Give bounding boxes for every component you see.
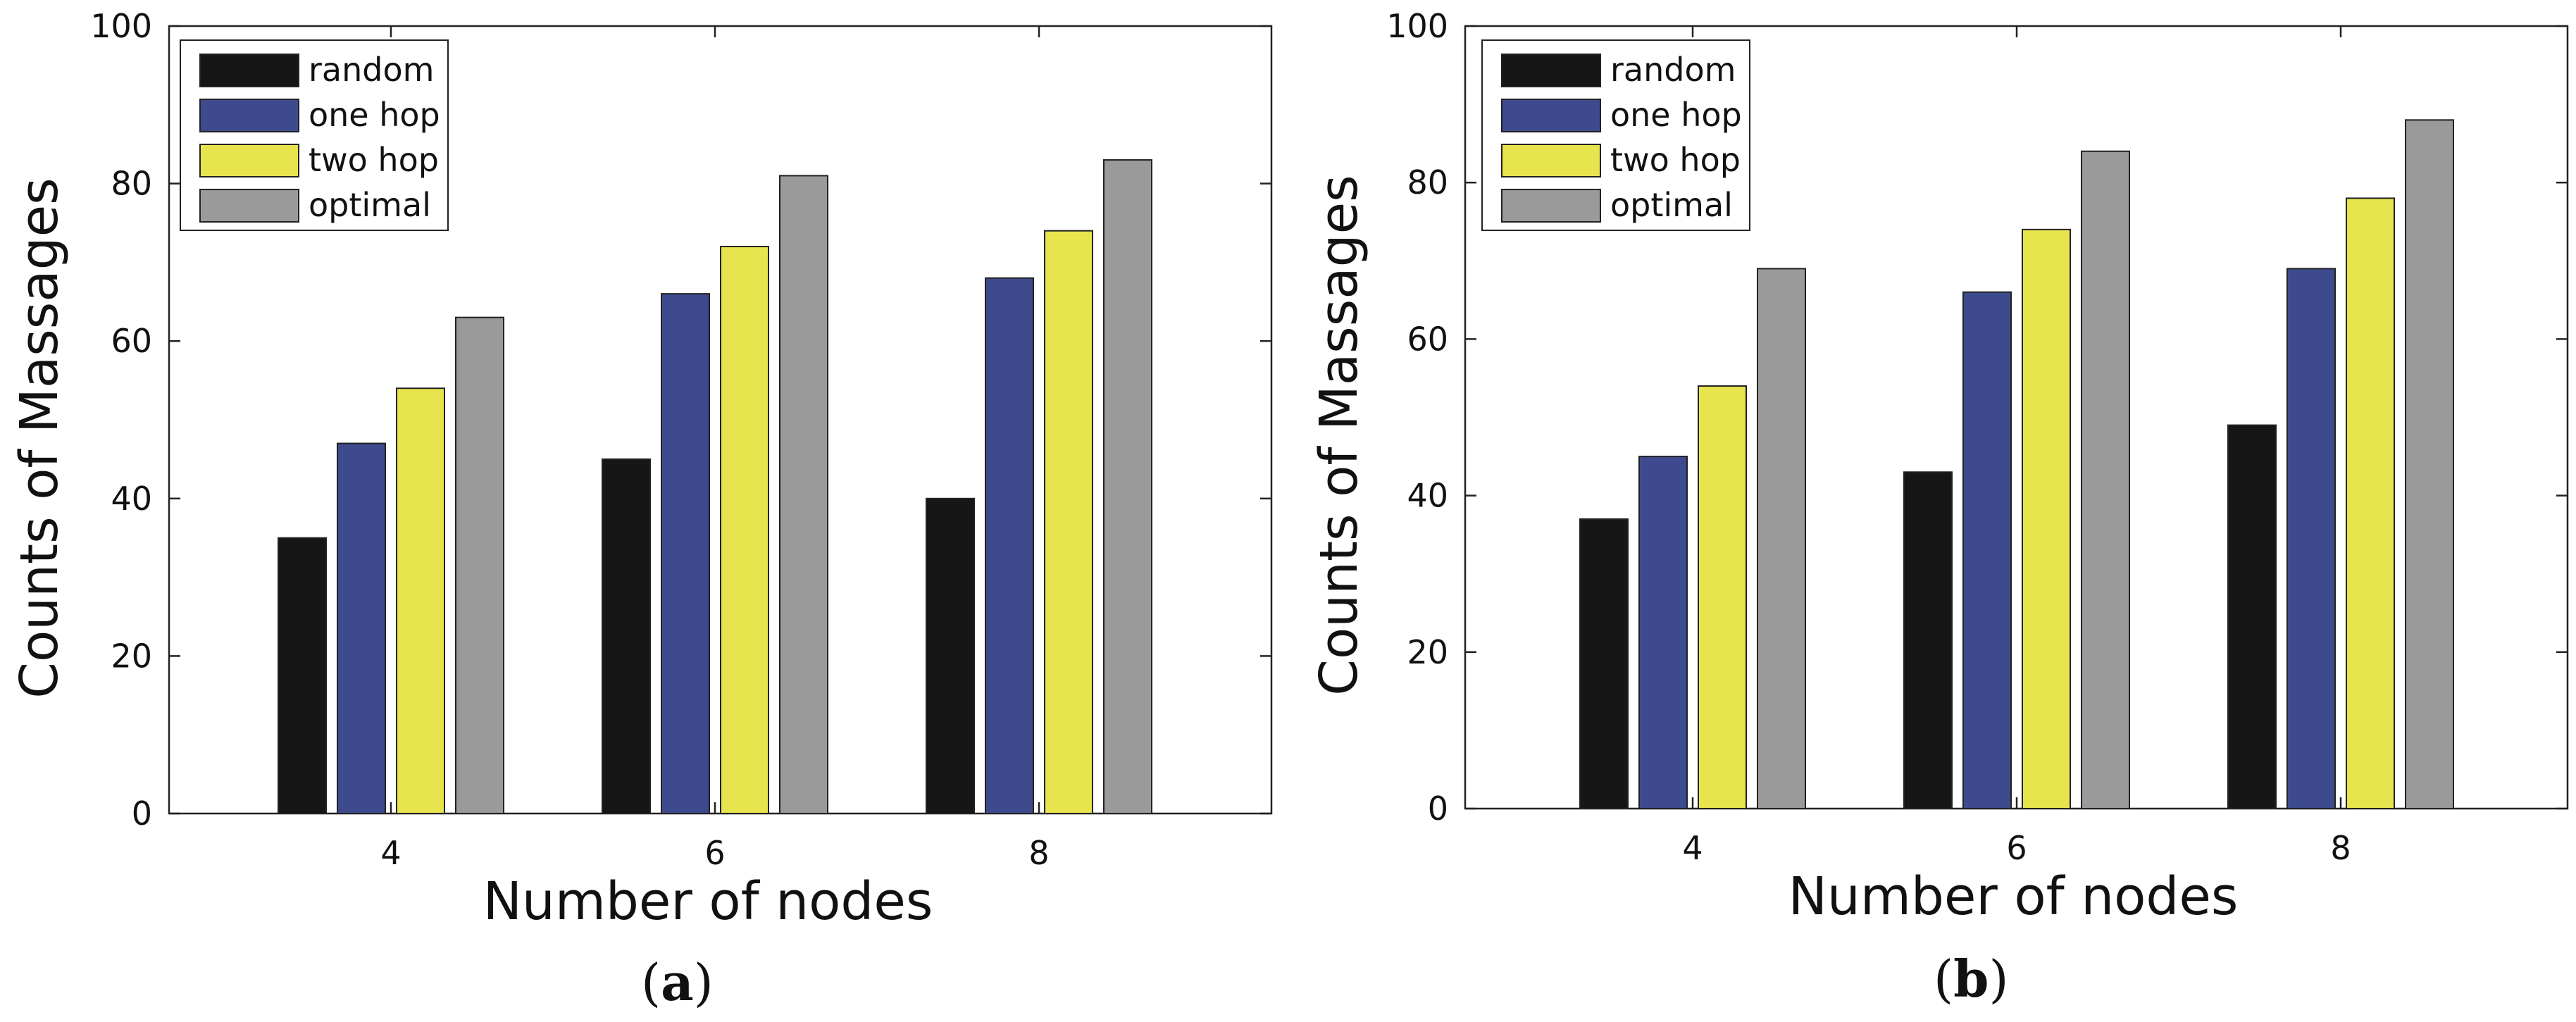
bar [2227,424,2277,809]
legend: random one hop two hop optimal [1481,39,1750,231]
series-random [1579,424,2277,810]
x-tick-label: 8 [1028,834,1049,872]
y-tick-label: 0 [132,794,152,833]
bar [1044,230,1093,814]
y-tick-label: 80 [111,165,152,203]
legend-swatch [1501,144,1601,177]
x-tick-label: 4 [1682,829,1703,867]
chart-panel-b: 0 20 40 60 80 100 4 6 8 Number of nodes Counts of … [1309,7,2569,1009]
bar [1103,159,1152,814]
bar [926,497,975,814]
y-tick-label: 20 [111,637,152,675]
legend-label: random [309,51,434,89]
bar [2405,119,2454,809]
legend-label: two hop [309,141,439,179]
y-tick-label: 100 [1386,7,1448,45]
bar [2346,197,2395,810]
legend-swatch [1501,189,1601,223]
x-tick-label: 4 [380,834,401,872]
caption-open: ( [641,953,661,1012]
bar [779,175,828,815]
bar [1698,385,1747,809]
bar [337,442,386,814]
legend-label: one hop [309,96,440,134]
y-tick-label: 0 [1428,790,1448,828]
y-tick-label: 80 [1407,163,1448,201]
caption-close: ) [694,953,714,1012]
series-random [278,458,975,815]
bar [985,277,1034,814]
series-two-hop [396,230,1093,815]
bar [1757,268,1806,810]
legend-swatch [1501,54,1601,87]
legend-label: one hop [1610,96,1742,134]
bar [661,293,710,814]
bar [2286,268,2336,810]
bar [396,387,445,814]
panel-caption: (a) [641,952,714,1012]
legend-swatch [199,54,299,87]
bar [455,316,504,815]
legend-label: optimal [1610,186,1733,224]
caption-letter: a [661,952,694,1012]
series-one-hop [337,277,1034,814]
y-tick-label: 40 [111,480,152,518]
x-tick-label: 8 [2330,829,2351,867]
x-axis-title: Number of nodes [483,871,933,932]
bar [1962,291,2012,809]
bar [1638,456,1688,809]
caption-letter: b [1953,949,1989,1009]
y-axis-title: Counts of Massages [9,177,70,698]
y-axis-title: Counts of Massages [1309,175,1369,695]
bar [278,537,327,814]
y-tick-label: 60 [111,322,152,360]
bar [2022,228,2071,809]
y-tick-label: 100 [90,7,152,45]
legend-swatch [199,144,299,177]
y-tick-label: 20 [1407,633,1448,671]
series-one-hop [1638,268,2336,810]
x-axis-title: Number of nodes [1788,866,2239,927]
legend: random one hop two hop optimal [180,39,449,231]
bar [720,246,769,815]
legend-swatch [199,99,299,132]
y-tick-label: 40 [1407,477,1448,515]
chart-panel-a: 0 20 40 60 80 100 4 6 8 Number of nodes Counts of … [9,7,1273,1012]
panel-caption: (b) [1934,949,2009,1009]
y-tick-label: 60 [1407,320,1448,358]
series-optimal [455,159,1152,815]
bar [602,458,651,815]
x-tick-label: 6 [704,834,725,872]
series-two-hop [1698,197,2395,810]
legend-swatch [1501,99,1601,132]
legend-label: random [1610,51,1736,89]
legend-label: optimal [309,186,431,224]
legend-swatch [199,189,299,223]
caption-open: ( [1934,949,1953,1009]
x-tick-label: 6 [2006,829,2027,867]
bar [1579,518,1629,809]
legend-label: two hop [1610,141,1741,179]
caption-close: ) [1989,949,2008,1009]
bar [1903,471,1953,810]
bar [2081,150,2130,809]
series-optimal [1757,119,2454,810]
